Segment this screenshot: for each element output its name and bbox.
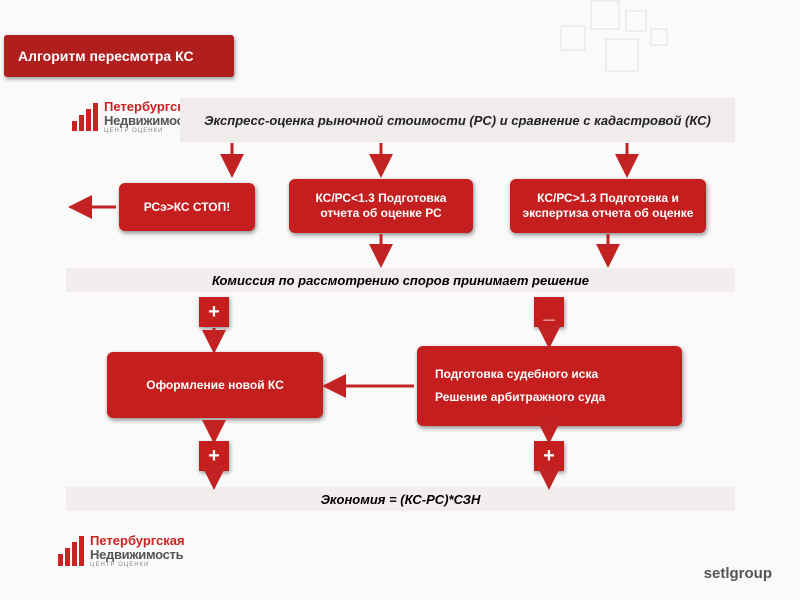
- logo-bottom: Петербургская Недвижимость ЦЕНТР ОЦЕНКИ: [58, 534, 185, 569]
- logo-line1: Петербургская: [90, 534, 185, 548]
- band-commission: Комиссия по рассмотрению споров принимае…: [66, 268, 735, 292]
- header-band: Экспресс-оценка рыночной стоимости (РС) …: [180, 98, 735, 142]
- plus-top-left: +: [199, 297, 229, 327]
- slide-title: Алгоритм пересмотра КС: [4, 35, 234, 77]
- bg-decoration: [550, 0, 710, 80]
- footer-brand: setlgroup: [704, 565, 772, 582]
- box-lawsuit-line2: Решение арбитражного суда: [435, 390, 605, 405]
- plus-bottom-right: +: [534, 441, 564, 471]
- logo-bars-icon: [58, 536, 84, 566]
- band-economy: Экономия = (КС-РС)*СЗН: [66, 487, 735, 511]
- logo-line2: Недвижимость: [90, 548, 185, 562]
- box-stop: РСэ>КС СТОП!: [119, 183, 255, 231]
- plus-bottom-left: +: [199, 441, 229, 471]
- logo-bars-icon: [72, 103, 98, 131]
- box-ratio-gt: КС/РС>1.3 Подготовка и экспертиза отчета…: [510, 179, 706, 233]
- box-ratio-lt: КС/РС<1.3 Подготовка отчета об оценке РС: [289, 179, 473, 233]
- box-new-ks: Оформление новой КС: [107, 352, 323, 418]
- minus-top-right: _: [534, 297, 564, 327]
- logo-line3: ЦЕНТР ОЦЕНКИ: [90, 562, 185, 568]
- box-lawsuit: Подготовка судебного иска Решение арбитр…: [417, 346, 682, 426]
- box-lawsuit-line1: Подготовка судебного иска: [435, 367, 598, 382]
